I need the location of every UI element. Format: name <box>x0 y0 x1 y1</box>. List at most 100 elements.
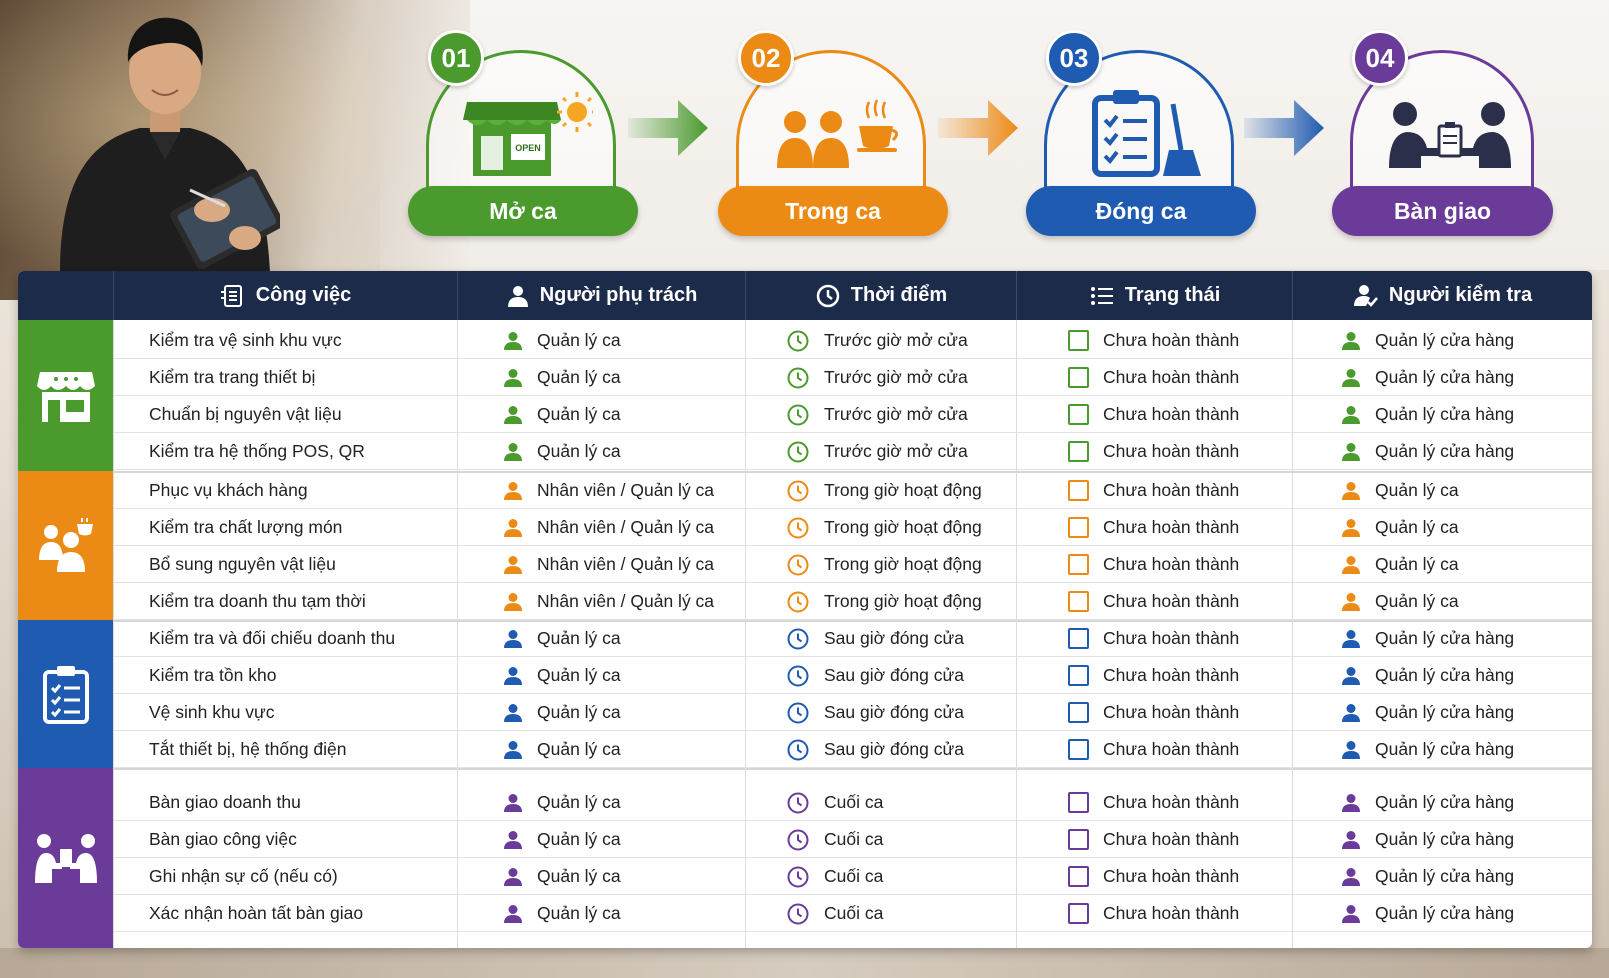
shift-checklist-table: Công việc Người phụ trách Thời điểm Trạn… <box>18 271 1592 948</box>
owner-cell: Nhân viên / Quản lý ca <box>503 546 714 583</box>
task-name: Kiểm tra trang thiết bị <box>149 367 316 387</box>
status-cell: Chưa hoàn thành <box>1068 546 1239 583</box>
status-checkbox[interactable] <box>1068 739 1089 760</box>
status-checkbox[interactable] <box>1068 665 1089 686</box>
task-group: Kiểm tra vệ sinh khu vực Quản lý ca Trước … <box>18 320 1592 471</box>
checker-name: Quản lý cửa hàng <box>1375 739 1515 759</box>
clock-icon <box>787 480 809 501</box>
time-cell: Trước giờ mở cửa <box>786 396 968 433</box>
task-name: Vệ sinh khu vực <box>149 702 275 722</box>
clock-icon <box>787 665 809 686</box>
clock-icon <box>787 628 809 649</box>
status-cell: Chưa hoàn thành <box>1068 821 1239 858</box>
person-icon <box>1342 481 1360 500</box>
step-dong-ca: 03 Đóng ca <box>1026 28 1256 236</box>
owner-name: Quản lý ca <box>537 404 621 424</box>
task-name: Ghi nhận sự cố (nếu có) <box>149 866 338 886</box>
staff-coffee-icon <box>777 99 898 168</box>
task-list-icon <box>220 284 242 307</box>
table-row: Phục vụ khách hàng Nhân viên / Quản lý ca… <box>113 472 1592 509</box>
person-icon <box>1342 629 1360 648</box>
time-label: Trước giờ mở cửa <box>824 330 968 350</box>
task-cell: Phục vụ khách hàng <box>149 472 308 509</box>
task-cell: Kiểm tra vệ sinh khu vực <box>149 322 342 359</box>
status-label: Chưa hoàn thành <box>1103 404 1240 424</box>
header-label: Trạng thái <box>1124 284 1221 306</box>
time-label: Cuối ca <box>824 792 884 812</box>
status-checkbox[interactable] <box>1068 829 1089 850</box>
owner-cell: Quản lý ca <box>503 895 621 932</box>
person-icon <box>1342 555 1360 574</box>
checker-name: Quản lý cửa hàng <box>1375 903 1515 923</box>
status-checkbox[interactable] <box>1068 792 1089 813</box>
owner-cell: Quản lý ca <box>503 821 621 858</box>
status-label: Chưa hoàn thành <box>1103 517 1240 537</box>
table-row: Kiểm tra và đối chiếu doanh thu Quản lý c… <box>113 620 1592 657</box>
status-checkbox[interactable] <box>1068 367 1089 388</box>
person-icon <box>504 405 522 424</box>
task-cell: Chuẩn bị nguyên vật liệu <box>149 396 342 433</box>
task-name: Phục vụ khách hàng <box>149 480 308 500</box>
checker-cell: Quản lý cửa hàng <box>1341 322 1514 359</box>
table-row: Chuẩn bị nguyên vật liệu Quản lý ca Trước … <box>113 396 1592 433</box>
status-cell: Chưa hoàn thành <box>1068 359 1239 396</box>
owner-cell: Quản lý ca <box>503 433 621 470</box>
open-sign: OPEN <box>515 143 541 153</box>
step-label: Đóng ca <box>1026 186 1256 236</box>
group-icon-cell <box>18 768 113 948</box>
checker-cell: Quản lý ca <box>1341 546 1459 583</box>
step-number: 02 <box>738 30 794 86</box>
owner-cell: Nhân viên / Quản lý ca <box>503 509 714 546</box>
time-label: Sau giờ đóng cửa <box>824 739 964 759</box>
task-cell: Ghi nhận sự cố (nếu có) <box>149 858 338 895</box>
status-checkbox[interactable] <box>1068 554 1089 575</box>
clock-icon <box>787 866 809 887</box>
task-name: Kiểm tra vệ sinh khu vực <box>149 330 342 350</box>
status-checkbox[interactable] <box>1068 591 1089 612</box>
person-check-icon <box>1353 284 1378 307</box>
status-label: Chưa hoàn thành <box>1103 866 1240 886</box>
status-checkbox[interactable] <box>1068 866 1089 887</box>
owner-cell: Quản lý ca <box>503 322 621 359</box>
status-label: Chưa hoàn thành <box>1103 829 1240 849</box>
status-cell: Chưa hoàn thành <box>1068 731 1239 768</box>
task-cell: Kiểm tra và đối chiếu doanh thu <box>149 620 395 657</box>
clock-icon <box>787 829 809 850</box>
person-icon <box>507 285 528 307</box>
table-row: Kiểm tra vệ sinh khu vực Quản lý ca Trước … <box>113 322 1592 359</box>
person-icon <box>504 904 522 923</box>
time-label: Trong giờ hoạt động <box>824 517 982 537</box>
header-label: Người phụ trách <box>539 284 698 306</box>
status-cell: Chưa hoàn thành <box>1068 784 1239 821</box>
status-checkbox[interactable] <box>1068 330 1089 351</box>
owner-cell: Nhân viên / Quản lý ca <box>503 472 714 509</box>
person-icon <box>1342 830 1360 849</box>
header-label: Thời điểm <box>850 284 948 306</box>
clock-icon <box>787 702 809 723</box>
task-name: Bổ sung nguyên vật liệu <box>149 554 336 574</box>
step-number: 04 <box>1352 30 1408 86</box>
person-icon <box>1342 368 1360 387</box>
checker-cell: Quản lý cửa hàng <box>1341 731 1514 768</box>
status-checkbox[interactable] <box>1068 628 1089 649</box>
checker-name: Quản lý cửa hàng <box>1375 441 1515 461</box>
owner-name: Quản lý ca <box>537 903 621 923</box>
time-label: Trước giờ mở cửa <box>824 441 968 461</box>
checker-name: Quản lý ca <box>1375 554 1459 574</box>
status-checkbox[interactable] <box>1068 702 1089 723</box>
task-cell: Kiểm tra trang thiết bị <box>149 359 315 396</box>
status-checkbox[interactable] <box>1068 903 1089 924</box>
step-mo-ca: 01 OPEN Mở ca <box>408 28 638 236</box>
owner-name: Quản lý ca <box>537 792 621 812</box>
task-group: Bàn giao doanh thu Quản lý ca Cuối ca Chưa … <box>18 768 1592 948</box>
arrow-right-icon <box>1244 100 1324 156</box>
owner-name: Quản lý ca <box>537 330 621 350</box>
time-cell: Trong giờ hoạt động <box>786 472 982 509</box>
status-checkbox[interactable] <box>1068 480 1089 501</box>
status-checkbox[interactable] <box>1068 404 1089 425</box>
status-cell: Chưa hoàn thành <box>1068 509 1239 546</box>
status-checkbox[interactable] <box>1068 517 1089 538</box>
table-row: Ghi nhận sự cố (nếu có) Quản lý ca Cuối ca… <box>113 858 1592 895</box>
task-cell: Bàn giao công việc <box>149 821 297 858</box>
status-checkbox[interactable] <box>1068 441 1089 462</box>
